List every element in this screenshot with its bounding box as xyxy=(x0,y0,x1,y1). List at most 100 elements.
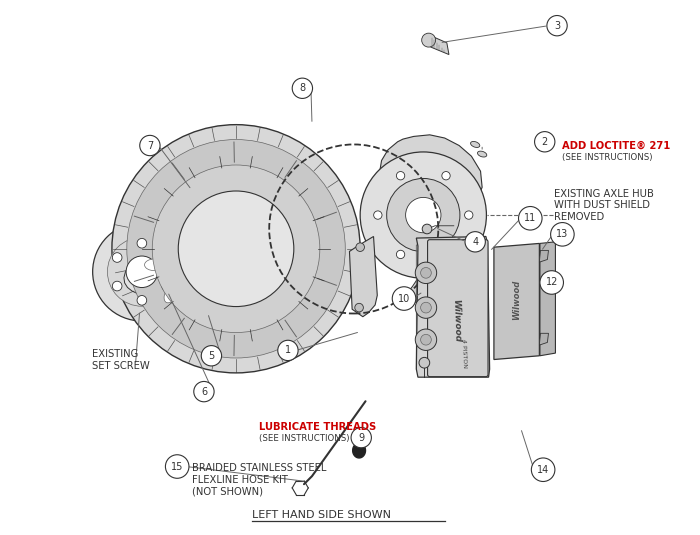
Circle shape xyxy=(355,303,363,312)
Circle shape xyxy=(421,33,435,47)
Ellipse shape xyxy=(164,227,178,246)
Text: ADD LOCTITE® 271: ADD LOCTITE® 271 xyxy=(562,141,671,150)
Text: 10: 10 xyxy=(398,294,410,303)
FancyBboxPatch shape xyxy=(428,240,488,377)
Polygon shape xyxy=(416,236,489,377)
Polygon shape xyxy=(353,443,365,458)
Text: Wilwood: Wilwood xyxy=(512,279,521,320)
Circle shape xyxy=(107,238,176,306)
Circle shape xyxy=(126,256,158,287)
Ellipse shape xyxy=(477,151,486,157)
Text: 1: 1 xyxy=(285,346,291,355)
Text: 13: 13 xyxy=(556,230,568,239)
Circle shape xyxy=(112,281,122,291)
Circle shape xyxy=(415,329,437,350)
Text: 7: 7 xyxy=(147,141,153,150)
Circle shape xyxy=(422,224,432,234)
Circle shape xyxy=(351,427,372,448)
Text: 11: 11 xyxy=(524,213,536,223)
Circle shape xyxy=(178,191,294,307)
Ellipse shape xyxy=(197,284,211,303)
Circle shape xyxy=(442,250,450,258)
Circle shape xyxy=(112,125,360,373)
Circle shape xyxy=(292,78,312,98)
Circle shape xyxy=(465,211,473,219)
Circle shape xyxy=(194,381,214,402)
Text: LUBRICATE THREADS: LUBRICATE THREADS xyxy=(258,422,376,432)
Text: WITH DUST SHIELD: WITH DUST SHIELD xyxy=(554,201,650,210)
Polygon shape xyxy=(356,436,363,443)
Polygon shape xyxy=(540,242,555,356)
Text: EXISTING: EXISTING xyxy=(92,349,138,359)
Text: 8: 8 xyxy=(300,83,305,93)
Circle shape xyxy=(202,346,222,366)
Text: 9: 9 xyxy=(358,433,364,442)
Circle shape xyxy=(442,172,450,180)
Circle shape xyxy=(465,232,485,252)
Text: LEFT HAND SIDE SHOWN: LEFT HAND SIDE SHOWN xyxy=(252,510,391,519)
Circle shape xyxy=(140,135,160,156)
Text: (NOT SHOWN): (NOT SHOWN) xyxy=(192,487,262,496)
Text: 15: 15 xyxy=(171,462,183,471)
Circle shape xyxy=(405,197,441,233)
Circle shape xyxy=(540,271,564,294)
Text: 4: 4 xyxy=(472,237,478,247)
Circle shape xyxy=(547,16,567,36)
Polygon shape xyxy=(494,243,540,360)
Circle shape xyxy=(162,281,172,291)
Circle shape xyxy=(112,253,122,262)
Text: 2: 2 xyxy=(542,137,548,147)
Ellipse shape xyxy=(470,141,480,148)
Text: (SEE INSTRUCTIONS): (SEE INSTRUCTIONS) xyxy=(258,434,349,443)
Text: BRAIDED STAINLESS STEEL: BRAIDED STAINLESS STEEL xyxy=(192,463,326,473)
Polygon shape xyxy=(379,135,482,214)
Circle shape xyxy=(173,250,203,280)
Text: 6: 6 xyxy=(201,387,207,396)
Circle shape xyxy=(278,340,298,361)
Circle shape xyxy=(415,262,437,284)
Text: REMOVED: REMOVED xyxy=(554,212,604,222)
Circle shape xyxy=(374,211,382,219)
Text: 14: 14 xyxy=(537,465,550,475)
Polygon shape xyxy=(540,333,549,345)
Circle shape xyxy=(92,223,191,321)
Circle shape xyxy=(419,357,430,368)
Ellipse shape xyxy=(164,284,178,303)
Circle shape xyxy=(519,207,542,230)
Text: Wilwood: Wilwood xyxy=(452,299,462,343)
Circle shape xyxy=(137,295,147,305)
Text: SET SCREW: SET SCREW xyxy=(92,361,149,371)
Circle shape xyxy=(535,132,555,152)
Ellipse shape xyxy=(197,227,211,246)
Polygon shape xyxy=(540,250,549,262)
Circle shape xyxy=(396,250,405,258)
Ellipse shape xyxy=(145,259,165,271)
Circle shape xyxy=(127,140,345,358)
Text: 12: 12 xyxy=(545,278,558,287)
Polygon shape xyxy=(349,236,377,317)
Circle shape xyxy=(421,302,431,313)
Circle shape xyxy=(386,179,460,251)
Circle shape xyxy=(396,172,405,180)
Circle shape xyxy=(153,165,320,333)
Circle shape xyxy=(421,268,431,278)
Ellipse shape xyxy=(211,259,231,271)
Circle shape xyxy=(551,223,574,246)
Text: 5: 5 xyxy=(209,351,215,361)
Circle shape xyxy=(360,152,486,278)
Circle shape xyxy=(137,239,147,248)
Circle shape xyxy=(165,455,189,478)
Circle shape xyxy=(531,458,555,482)
Text: 4 PISTON: 4 PISTON xyxy=(461,339,468,368)
Text: FLEXLINE HOSE KIT: FLEXLINE HOSE KIT xyxy=(192,475,288,485)
Text: EXISTING AXLE HUB: EXISTING AXLE HUB xyxy=(554,189,654,198)
Polygon shape xyxy=(416,243,424,369)
Text: 3: 3 xyxy=(554,21,560,30)
Polygon shape xyxy=(430,35,449,55)
Polygon shape xyxy=(405,278,435,302)
Circle shape xyxy=(421,334,431,345)
Circle shape xyxy=(162,253,172,262)
Circle shape xyxy=(356,243,365,251)
Polygon shape xyxy=(124,201,252,328)
Circle shape xyxy=(392,287,416,310)
